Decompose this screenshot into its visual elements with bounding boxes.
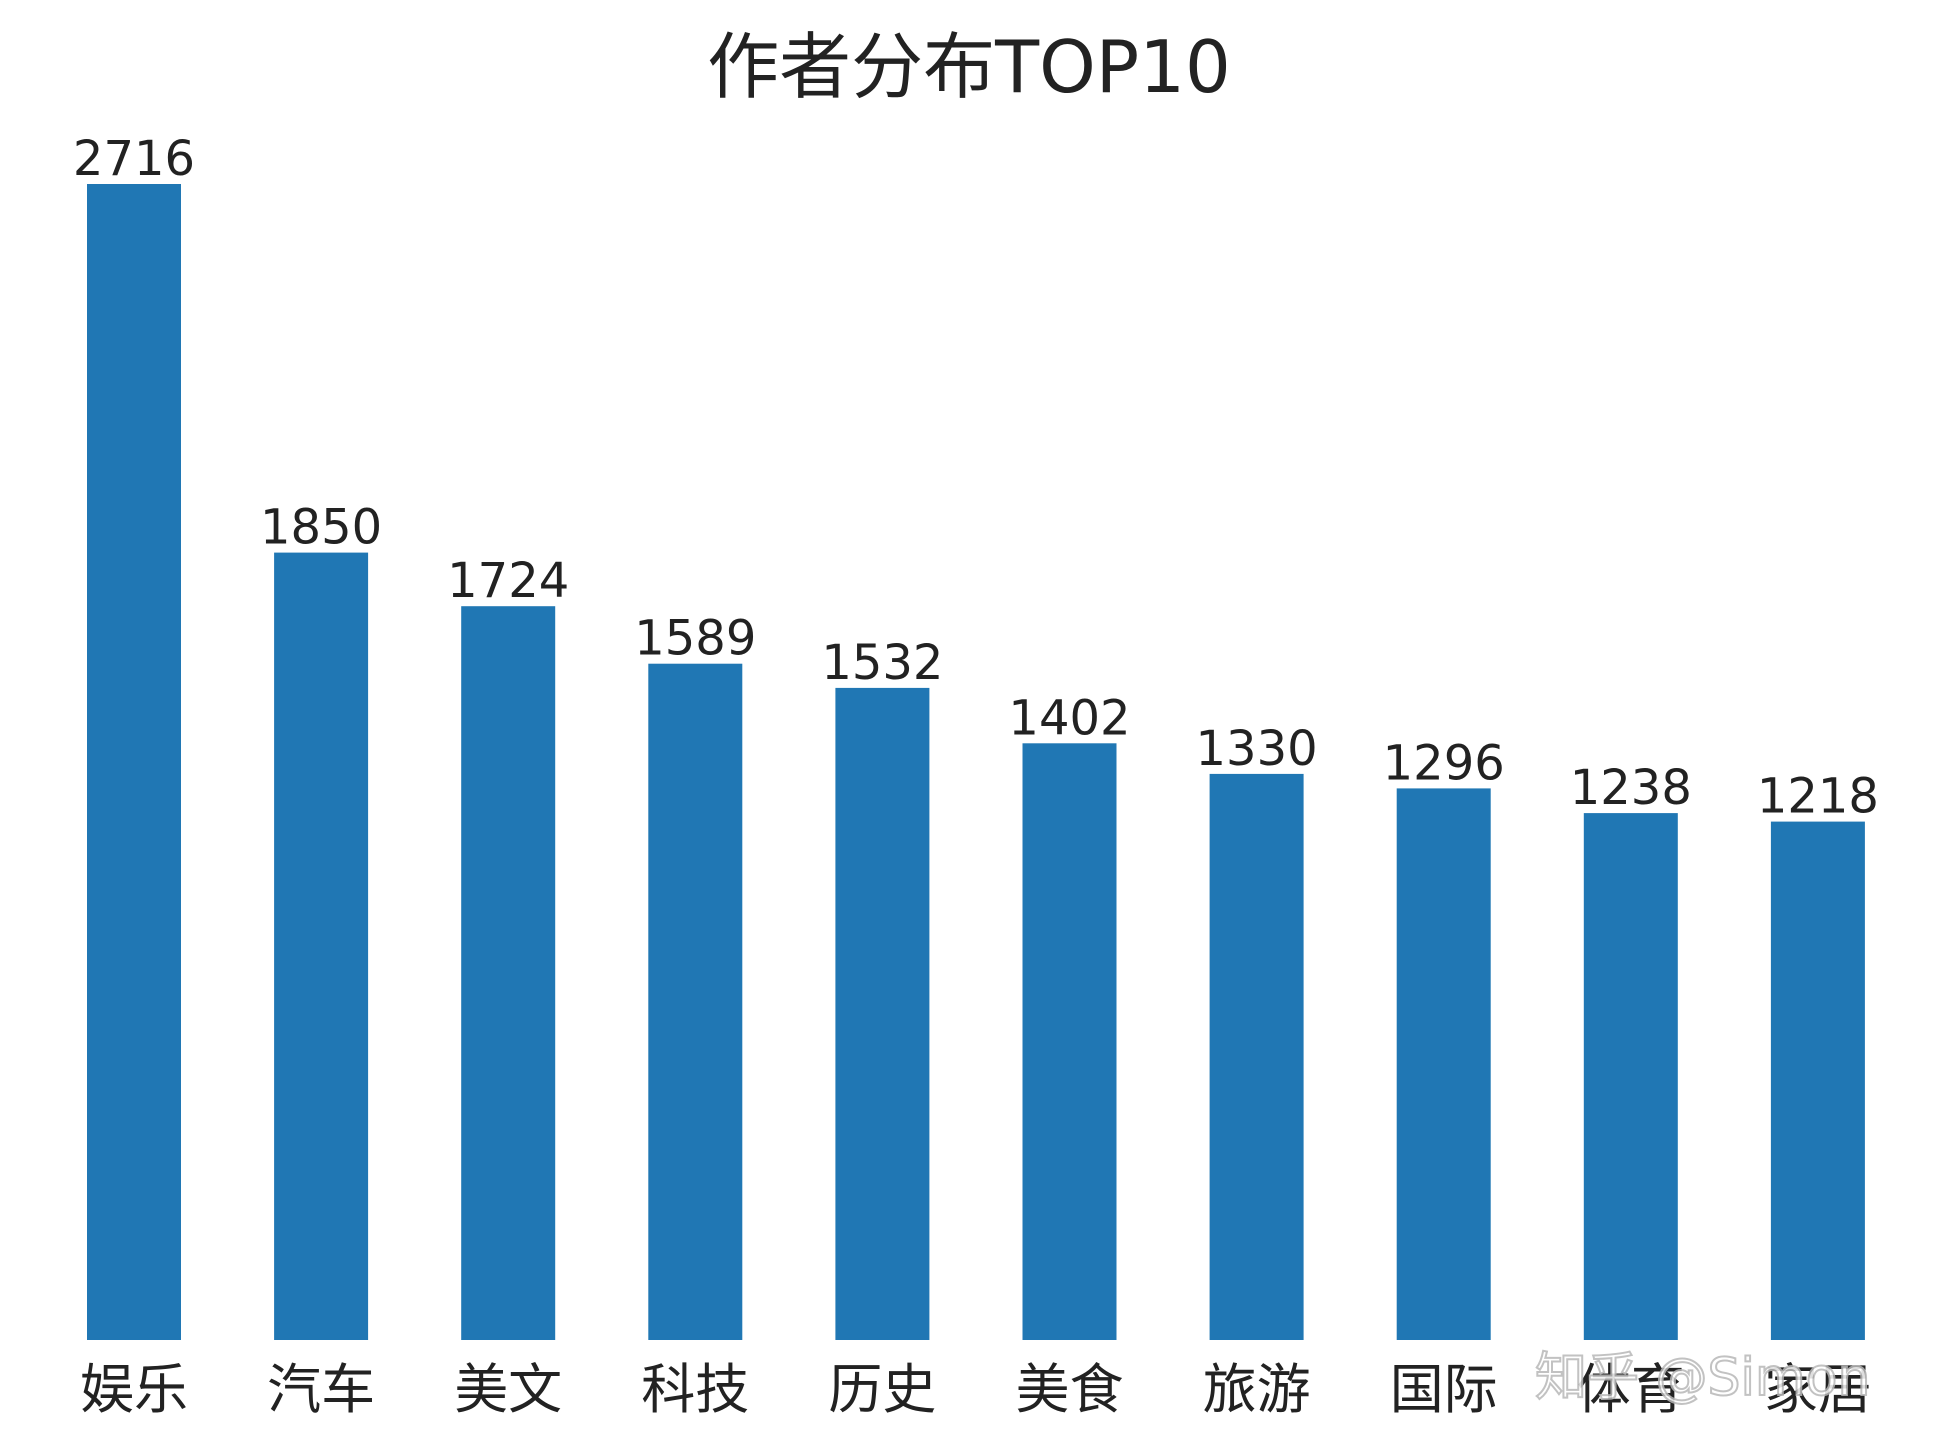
- value-label-2: 1850: [260, 500, 382, 556]
- category-label-9: 体育: [1577, 1358, 1685, 1421]
- bar-3: [461, 606, 556, 1340]
- value-label-10: 1218: [1757, 769, 1879, 825]
- category-label-3: 美文: [454, 1358, 562, 1421]
- bar-1: [87, 184, 181, 1340]
- category-label-1: 娱乐: [80, 1358, 188, 1421]
- watermark-text: 知乎 @Simon: [1535, 1348, 1870, 1408]
- category-label-4: 科技: [641, 1358, 749, 1421]
- category-label-2: 汽车: [267, 1358, 375, 1421]
- bar-9: [1583, 813, 1678, 1340]
- category-label-5: 历史: [828, 1358, 936, 1421]
- value-label-6: 1402: [1008, 690, 1130, 746]
- category-label-10: 家居: [1764, 1358, 1872, 1421]
- bar-5: [835, 687, 930, 1340]
- value-label-9: 1238: [1570, 760, 1692, 816]
- bar-4: [648, 663, 743, 1340]
- category-label-8: 国际: [1390, 1358, 1498, 1421]
- bar-2: [274, 552, 369, 1340]
- value-label-1: 2716: [73, 131, 195, 187]
- value-labels-group: 2716 1850 1724 1589 1532 1402 1330 1296 1238 1218: [73, 131, 1879, 825]
- bar-7: [1209, 773, 1304, 1340]
- value-label-5: 1532: [821, 635, 943, 691]
- category-label-7: 旅游: [1203, 1358, 1311, 1421]
- bar-6: [1022, 743, 1117, 1340]
- value-label-8: 1296: [1383, 735, 1505, 791]
- bar-8: [1396, 788, 1491, 1340]
- category-labels-group: 娱乐 汽车 美文 科技 历史 美食 旅游 国际 体育 家居: [80, 1358, 1872, 1421]
- value-label-4: 1589: [634, 611, 756, 667]
- bar-10: [1770, 821, 1865, 1340]
- value-label-3: 1724: [447, 553, 569, 609]
- value-label-7: 1330: [1196, 721, 1318, 777]
- category-label-6: 美食: [1016, 1358, 1124, 1421]
- chart-title: 作者分布TOP10: [707, 25, 1231, 109]
- bars-group: [87, 184, 1865, 1340]
